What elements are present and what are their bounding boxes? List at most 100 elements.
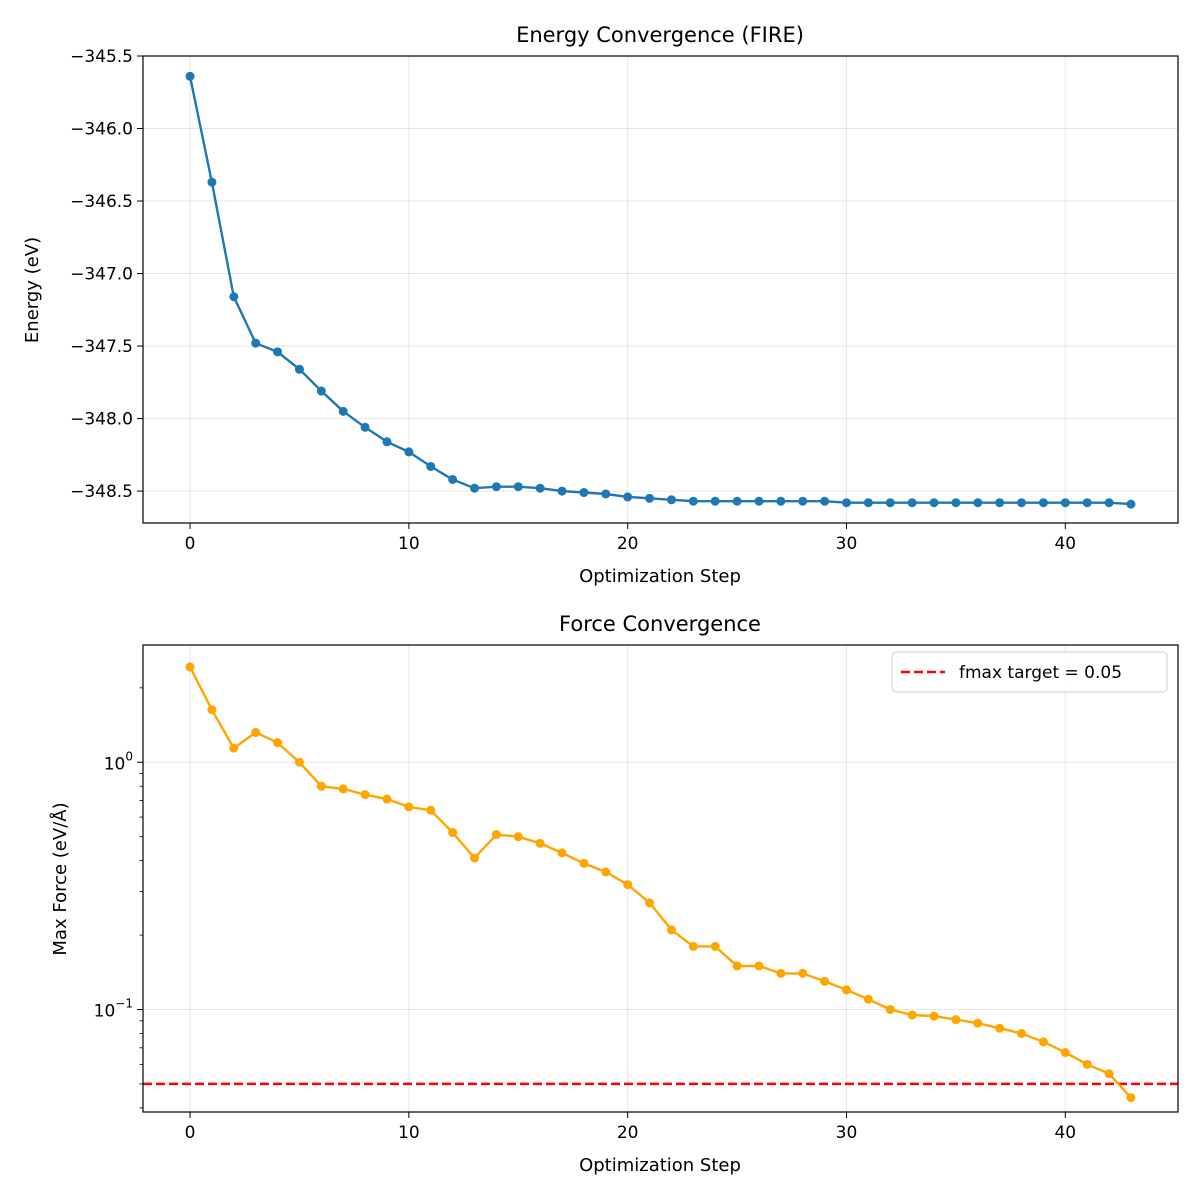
force-data-point (382, 794, 392, 804)
energy-data-point (688, 496, 698, 506)
energy-y-tick-label: −347.0 (70, 265, 133, 285)
force-data-point (973, 1018, 983, 1028)
force-data-point (207, 705, 217, 715)
force-data-point (557, 848, 567, 858)
legend-box (891, 651, 1168, 693)
energy-y-tick-label: −347.5 (70, 337, 133, 357)
energy-chart-title: Energy Convergence (FIRE) (516, 23, 804, 47)
force-series (185, 662, 1136, 1103)
force-data-point (338, 784, 348, 794)
energy-data-point (535, 483, 545, 493)
force-data-point (185, 662, 195, 672)
energy-data-point (273, 347, 283, 357)
force-data-point (316, 781, 326, 791)
energy-data-point (338, 406, 348, 416)
force-legend: fmax target = 0.05 (891, 651, 1168, 693)
force-x-tick-label: 0 (185, 1123, 196, 1143)
force-data-point (535, 838, 545, 848)
energy-data-point (382, 437, 392, 447)
energy-y-tick-label: −345.5 (70, 47, 133, 67)
force-data-point (251, 727, 261, 737)
energy-y-axis-label: Energy (eV) (22, 237, 43, 343)
force-y-tick-exponent: 0 (125, 749, 133, 763)
energy-data-point (623, 492, 633, 502)
energy-data-point (1104, 498, 1114, 508)
energy-data-point (557, 486, 567, 496)
force-y-axis-label: Max Force (eV/Å) (49, 802, 71, 955)
force-gridlines (143, 645, 1178, 1112)
force-data-point (645, 898, 655, 908)
energy-data-point (1082, 498, 1092, 508)
energy-data-point (885, 498, 895, 508)
energy-data-point (1126, 499, 1136, 509)
force-data-point (907, 1010, 917, 1020)
force-data-point (1017, 1028, 1027, 1038)
energy-data-point (973, 498, 983, 508)
force-data-point (885, 1005, 895, 1015)
energy-data-point (776, 496, 786, 506)
force-plot-frame (142, 644, 1179, 1113)
force-x-axis-label: Optimization Step (579, 1155, 741, 1176)
force-data-point (1038, 1037, 1048, 1047)
force-data-point (491, 830, 501, 840)
force-data-point (360, 790, 370, 800)
force-data-point (1082, 1059, 1092, 1069)
force-data-point (732, 961, 742, 971)
energy-data-point (1017, 498, 1027, 508)
energy-x-tick-label: 10 (398, 534, 420, 554)
force-data-point (710, 941, 720, 951)
force-data-point (470, 853, 480, 863)
force-x-ticks: 0 10 20 30 40 (185, 1112, 1076, 1143)
force-data-point (820, 976, 830, 986)
energy-data-point (404, 447, 414, 457)
force-data-point (1060, 1048, 1070, 1058)
force-data-point (1104, 1069, 1114, 1079)
force-plot-area (143, 645, 1178, 1112)
energy-data-point (426, 461, 436, 471)
energy-data-point (732, 496, 742, 506)
energy-y-tick-label: −348.5 (70, 482, 133, 502)
force-data-point (1126, 1093, 1136, 1103)
energy-x-ticks: 0 10 20 30 40 (185, 523, 1076, 554)
force-data-point (798, 968, 808, 978)
energy-x-tick-label: 30 (836, 534, 858, 554)
energy-data-point (316, 386, 326, 396)
energy-data-point (229, 292, 239, 302)
energy-data-point (951, 498, 961, 508)
energy-x-tick-label: 40 (1054, 534, 1076, 554)
energy-data-point (710, 496, 720, 506)
energy-data-point (907, 498, 917, 508)
energy-data-point (841, 498, 851, 508)
force-data-point (841, 985, 851, 995)
force-data-point (426, 805, 436, 815)
force-data-point (776, 968, 786, 978)
force-data-point (229, 743, 239, 753)
energy-x-tick-label: 0 (185, 534, 196, 554)
energy-data-point (666, 495, 676, 505)
energy-data-point (645, 493, 655, 503)
energy-data-point (820, 496, 830, 506)
force-data-point (579, 858, 589, 868)
force-x-tick-label: 30 (836, 1123, 858, 1143)
force-data-point (754, 961, 764, 971)
energy-data-point (995, 498, 1005, 508)
energy-data-point (294, 364, 304, 374)
force-data-point (951, 1015, 961, 1025)
energy-data-point (601, 489, 611, 499)
energy-data-point (798, 496, 808, 506)
energy-data-point (754, 496, 764, 506)
force-x-tick-label: 10 (398, 1123, 420, 1143)
energy-chart: 0 10 20 30 40 −345.5 −346.0 −346.5 −347.0 −347.5… (22, 23, 1179, 587)
energy-data-point (929, 498, 939, 508)
energy-data-point (185, 71, 195, 81)
force-data-point (666, 925, 676, 935)
force-data-point (273, 738, 283, 748)
energy-data-point (1060, 498, 1070, 508)
energy-data-point (579, 488, 589, 498)
energy-data-point (863, 498, 873, 508)
energy-data-point (513, 482, 523, 492)
energy-data-point (360, 422, 370, 432)
energy-plot-frame (142, 55, 1179, 524)
